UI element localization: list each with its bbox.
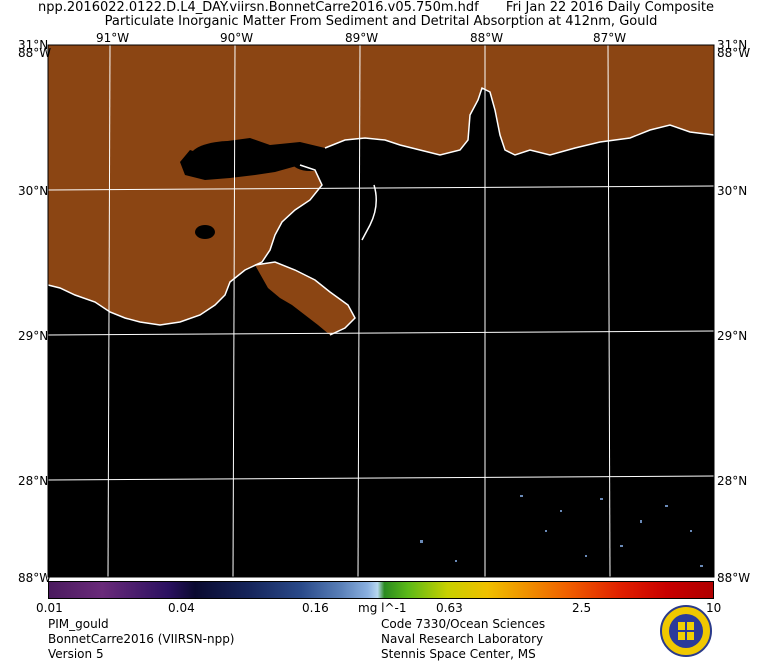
lat-label-left: 30°N xyxy=(18,184,49,198)
footer-org: Naval Research Laboratory xyxy=(381,632,544,646)
composite-date: Fri Jan 22 2016 Daily Composite xyxy=(505,0,714,15)
map-figure xyxy=(47,44,715,578)
filename-title: npp.2016022.0122.D.L4_DAY.viirsn.BonnetC… xyxy=(38,0,479,15)
lat-label-left: 31°N xyxy=(18,38,49,52)
colorbar-tick: 0.16 xyxy=(302,601,329,615)
corner-lon-label: 88°W xyxy=(18,571,52,585)
lat-label-right: 28°N xyxy=(717,474,748,488)
colorbar-tick: 10 xyxy=(706,601,722,615)
footer-region: BonnetCarre2016 (VIIRSN-npp) xyxy=(48,632,235,646)
lat-label-right: 30°N xyxy=(717,184,748,198)
lon-label: 89°W xyxy=(345,31,379,45)
lat-label-right: 31°N xyxy=(717,38,748,52)
lon-label: 88°W xyxy=(470,31,504,45)
lon-label: 91°W xyxy=(96,31,130,45)
lake-pontchartrain xyxy=(190,141,270,173)
lake-borgne xyxy=(292,153,328,171)
lon-label: 87°W xyxy=(593,31,627,45)
delta-land xyxy=(255,262,355,335)
corner-lon-label: 88°W xyxy=(717,46,751,60)
corner-lon-label: 88°W xyxy=(717,571,751,585)
colorbar xyxy=(48,581,714,599)
footer-code: Code 7330/Ocean Sciences xyxy=(381,617,546,631)
colorbar-tick: 0.63 xyxy=(436,601,463,615)
lat-label-right: 29°N xyxy=(717,329,748,343)
colorbar-tick: 0.04 xyxy=(168,601,195,615)
lon-label: 90°W xyxy=(220,31,254,45)
colorbar-tick: 2.5 xyxy=(572,601,592,615)
lat-label-left: 29°N xyxy=(18,329,49,343)
footer-product: PIM_gould xyxy=(48,617,109,631)
product-title: Particulate Inorganic Matter From Sedime… xyxy=(104,14,658,29)
nrl-seal-icon xyxy=(660,605,712,657)
lat-label-left: 28°N xyxy=(18,474,49,488)
land-area xyxy=(48,45,714,325)
corner-lon-label: 88°W xyxy=(18,46,52,60)
footer-location: Stennis Space Center, MS xyxy=(381,647,536,661)
coastline xyxy=(47,86,715,336)
map-border xyxy=(47,44,715,578)
colorbar-units: mg l^-1 xyxy=(358,601,407,615)
inland-lake xyxy=(195,225,215,239)
colorbar-tick: 0.01 xyxy=(36,601,63,615)
footer-version: Version 5 xyxy=(48,647,104,661)
data-speckle xyxy=(420,495,703,567)
